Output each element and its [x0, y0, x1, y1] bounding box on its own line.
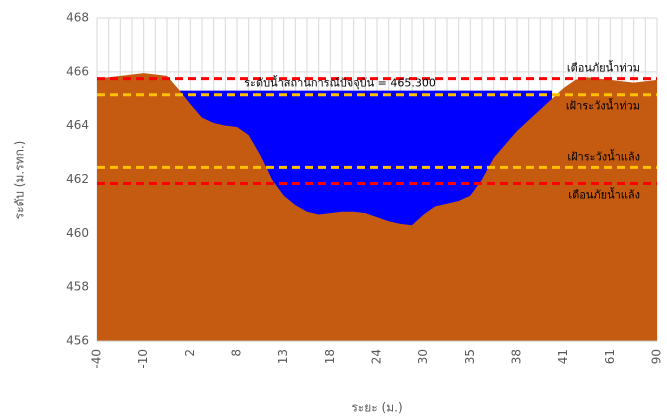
x-tick-label: 24 [370, 349, 384, 364]
y-tick-label: 468 [66, 11, 89, 25]
x-tick-label: 61 [603, 349, 617, 364]
x-axis-title: ระยะ (ม.) [351, 401, 402, 415]
x-tick-label: 38 [510, 349, 524, 364]
y-axis-title: ระดับ (ม.รทก.) [13, 141, 27, 220]
x-tick-label: 35 [463, 349, 477, 364]
y-tick-label: 462 [66, 172, 89, 186]
x-tick-label: 18 [323, 349, 337, 364]
y-tick-label: 466 [66, 64, 89, 78]
y-tick-label: 458 [66, 280, 89, 294]
reference-label: เฝ้าระวังน้ำท่วม [566, 98, 640, 113]
reference-label: เตือนภัยน้ำท่วม [567, 60, 640, 75]
x-tick-label: 2 [183, 349, 197, 357]
x-tick-label: 13 [276, 349, 290, 364]
reference-label: เฝ้าระวังน้ำแล้ง [567, 148, 640, 163]
x-tick-label: -40 [90, 349, 104, 369]
y-tick-label: 456 [66, 334, 89, 348]
y-tick-label: 464 [66, 118, 89, 132]
x-tick-label: -10 [136, 349, 150, 369]
x-tick-label: 90 [650, 349, 664, 364]
x-tick-label: 41 [556, 349, 570, 364]
reference-label: เตือนภัยน้ำแล้ง [568, 187, 640, 202]
ground-area [97, 73, 657, 341]
x-tick-label: 30 [416, 349, 430, 364]
y-tick-label: 460 [66, 226, 89, 240]
x-tick-label: 8 [230, 349, 244, 357]
water-label: ระดับน้ำสถานการณ์ปัจจุบัน = 465.300 [244, 75, 436, 90]
